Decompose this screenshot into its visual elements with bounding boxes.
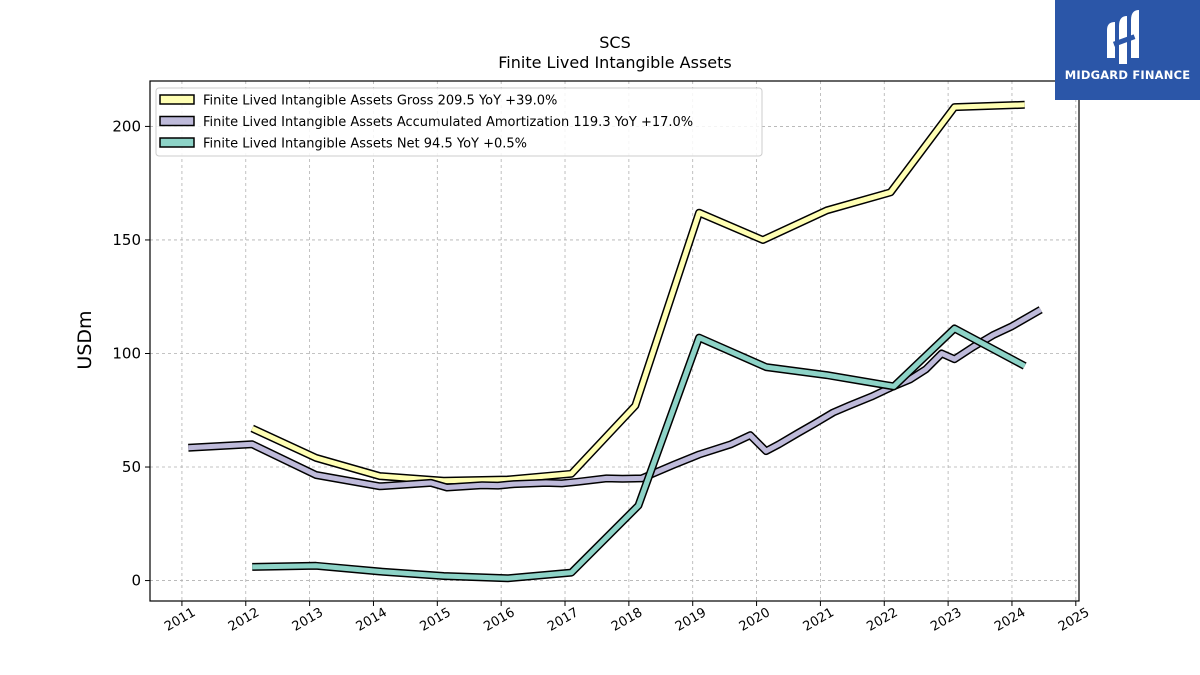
plot-frame — [149, 80, 1080, 602]
series-outline-1 — [250, 100, 1025, 485]
midgard-logo-icon — [1107, 10, 1139, 64]
x-tick-label: 2012 — [226, 605, 262, 635]
brand-logo: MIDGARD FINANCE — [1055, 0, 1200, 100]
legend-swatch-2 — [159, 115, 195, 127]
x-tick-label: 2018 — [609, 605, 645, 635]
x-tick-label: 2016 — [481, 605, 517, 635]
grid — [150, 81, 1079, 601]
series-line-3 — [252, 326, 1026, 581]
x-tick-label: 2019 — [673, 605, 709, 635]
x-tick-label: 2024 — [992, 605, 1028, 635]
series-line-2 — [188, 307, 1042, 490]
y-tick-label: 50 — [122, 458, 141, 476]
x-tick-label: 2013 — [290, 605, 326, 635]
legend-label-2: Finite Lived Intangible Assets Accumulat… — [203, 115, 693, 130]
x-tick-label: 2020 — [737, 605, 773, 635]
logo-text: MIDGARD FINANCE — [1064, 68, 1191, 82]
x-tick-label: 2014 — [354, 605, 390, 635]
series-line-1 — [251, 102, 1025, 484]
chart-subtitle: Finite Lived Intangible Assets — [498, 53, 731, 72]
y-tick-label: 150 — [112, 231, 141, 249]
y-tick-label: 100 — [112, 344, 141, 362]
x-tick-label: 2023 — [928, 605, 964, 635]
x-tick-label: 2015 — [417, 605, 453, 635]
series-lines — [188, 100, 1043, 583]
legend: Finite Lived Intangible Assets Gross 209… — [155, 87, 763, 157]
y-axis-label: USDm — [74, 310, 96, 369]
legend-swatch-1 — [159, 94, 195, 105]
x-tick-label: 2025 — [1056, 605, 1092, 635]
x-tick-label: 2022 — [864, 605, 900, 635]
axis-ticks: 2011 2012 2013 2014 2015 2016 2017 2018 2019 2020… — [112, 117, 1092, 634]
legend-box — [155, 87, 763, 157]
x-tick-label: 2017 — [545, 605, 581, 635]
chart-title: SCS — [599, 33, 630, 52]
legend-label-3: Finite Lived Intangible Assets Net 94.5 … — [203, 137, 527, 152]
y-tick-label: 0 — [131, 572, 141, 590]
x-tick-label: 2021 — [801, 605, 837, 635]
y-tick-label: 200 — [112, 117, 141, 135]
series-outline-3 — [252, 324, 1027, 583]
legend-swatch-3 — [159, 137, 195, 148]
x-tick-label: 2011 — [162, 605, 198, 635]
legend-label-1: Finite Lived Intangible Assets Gross 209… — [203, 94, 557, 109]
